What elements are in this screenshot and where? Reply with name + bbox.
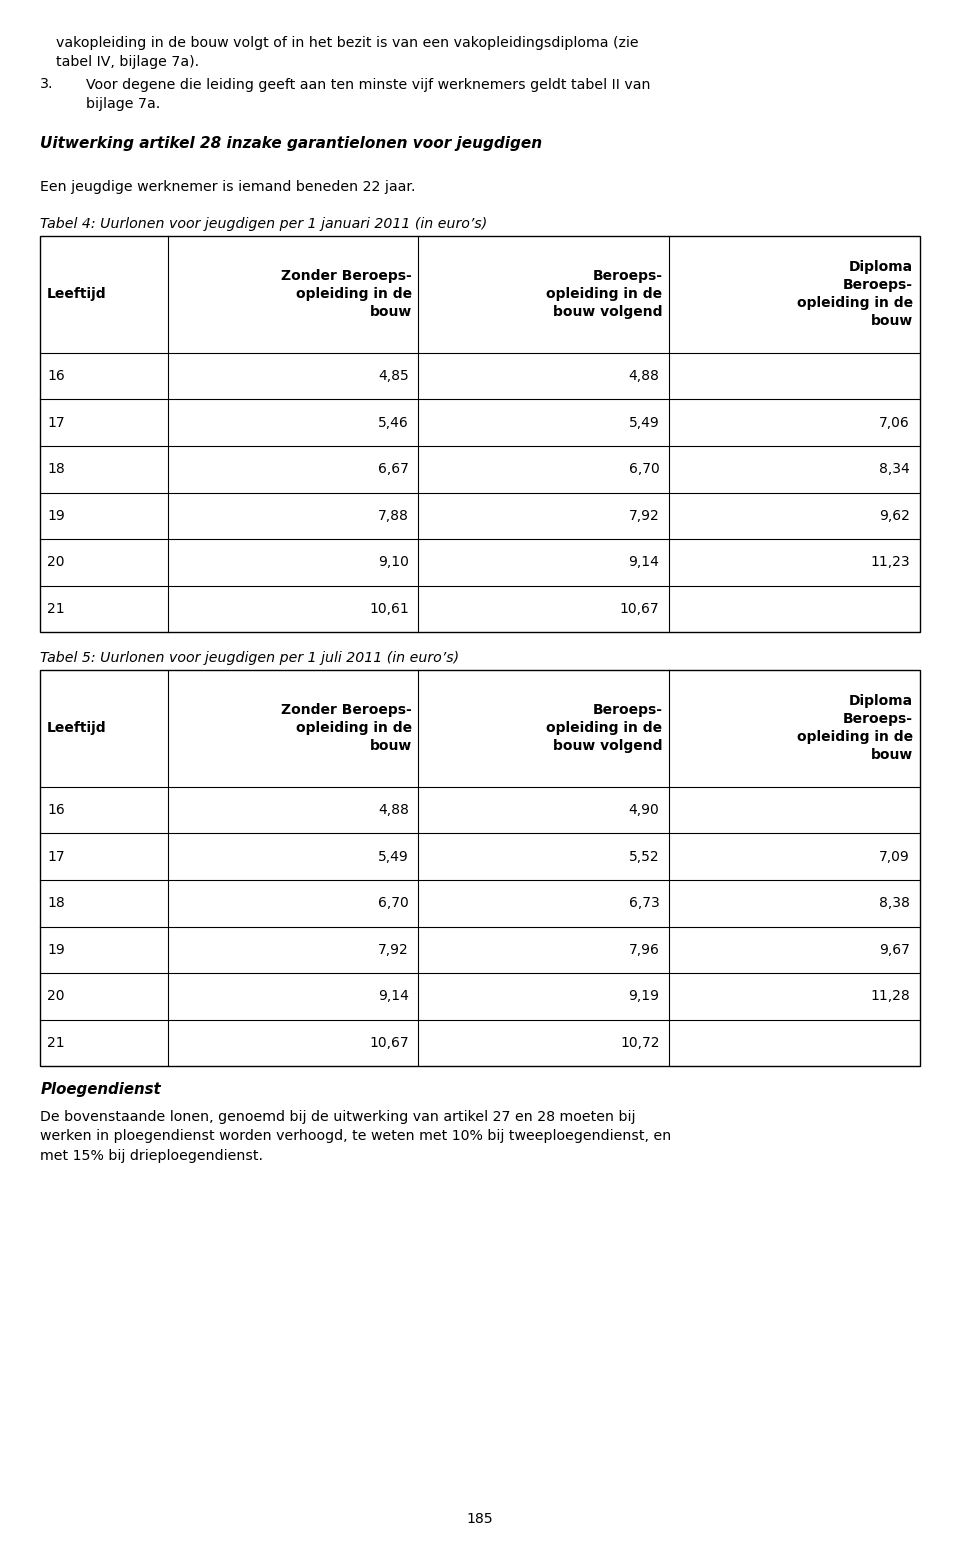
Text: 7,92: 7,92 [629,508,660,522]
Text: De bovenstaande lonen, genoemd bij de uitwerking van artikel 27 en 28 moeten bij: De bovenstaande lonen, genoemd bij de ui… [40,1110,672,1162]
Text: Diploma
Beroeps-
opleiding in de
bouw: Diploma Beroeps- opleiding in de bouw [797,694,913,763]
Text: Voor degene die leiding geeft aan ten minste vijf werknemers geldt tabel II van
: Voor degene die leiding geeft aan ten mi… [86,78,651,112]
Text: 20: 20 [47,555,64,569]
Text: 10,67: 10,67 [620,601,660,615]
Text: 9,62: 9,62 [879,508,910,522]
Text: Diploma
Beroeps-
opleiding in de
bouw: Diploma Beroeps- opleiding in de bouw [797,260,913,329]
Text: 18: 18 [47,462,64,476]
Text: 10,72: 10,72 [620,1035,660,1049]
Text: 5,52: 5,52 [629,849,660,863]
Text: 8,34: 8,34 [879,462,910,476]
Text: 11,23: 11,23 [871,555,910,569]
Text: Zonder Beroeps-
opleiding in de
bouw: Zonder Beroeps- opleiding in de bouw [281,270,412,319]
Text: 20: 20 [47,989,64,1003]
Text: Uitwerking artikel 28 inzake garantielonen voor jeugdigen: Uitwerking artikel 28 inzake garantielon… [40,136,542,152]
Bar [40,236,920,632]
Text: 9,14: 9,14 [629,555,660,569]
Text: 17: 17 [47,849,64,863]
Text: 6,70: 6,70 [378,896,409,910]
Text: Beroeps-
opleiding in de
bouw volgend: Beroeps- opleiding in de bouw volgend [546,270,662,319]
Bar [40,670,920,1066]
Text: 5,49: 5,49 [629,415,660,429]
Text: 18: 18 [47,896,64,910]
Text: 16: 16 [47,369,64,383]
Text: 7,06: 7,06 [879,415,910,429]
Text: Tabel 5: Uurlonen voor jeugdigen per 1 juli 2011 (in euro’s): Tabel 5: Uurlonen voor jeugdigen per 1 j… [40,651,460,665]
Text: 19: 19 [47,508,64,522]
Text: 10,61: 10,61 [369,601,409,615]
Text: 6,73: 6,73 [629,896,660,910]
Text: 4,90: 4,90 [629,803,660,817]
Text: 7,09: 7,09 [879,849,910,863]
Text: 4,88: 4,88 [629,369,660,383]
Text: 4,85: 4,85 [378,369,409,383]
Text: Tabel 4: Uurlonen voor jeugdigen per 1 januari 2011 (in euro’s): Tabel 4: Uurlonen voor jeugdigen per 1 j… [40,217,488,231]
Text: 7,92: 7,92 [378,942,409,956]
Text: 10,67: 10,67 [370,1035,409,1049]
Text: Leeftijd: Leeftijd [47,287,107,301]
Text: 5,46: 5,46 [378,415,409,429]
Text: vakopleiding in de bouw volgt of in het bezit is van een vakopleidingsdiploma (z: vakopleiding in de bouw volgt of in het … [56,36,638,70]
Text: Zonder Beroeps-
opleiding in de
bouw: Zonder Beroeps- opleiding in de bouw [281,704,412,753]
Text: 185: 185 [467,1511,493,1527]
Text: 9,10: 9,10 [378,555,409,569]
Text: 11,28: 11,28 [871,989,910,1003]
Text: 9,19: 9,19 [629,989,660,1003]
Text: 8,38: 8,38 [879,896,910,910]
Text: 16: 16 [47,803,64,817]
Text: 9,14: 9,14 [378,989,409,1003]
Text: 7,88: 7,88 [378,508,409,522]
Text: 9,67: 9,67 [879,942,910,956]
Text: Beroeps-
opleiding in de
bouw volgend: Beroeps- opleiding in de bouw volgend [546,704,662,753]
Text: Een jeugdige werknemer is iemand beneden 22 jaar.: Een jeugdige werknemer is iemand beneden… [40,180,416,194]
Text: 6,70: 6,70 [629,462,660,476]
Text: Ploegendienst: Ploegendienst [40,1082,161,1097]
Text: 4,88: 4,88 [378,803,409,817]
Text: Leeftijd: Leeftijd [47,721,107,735]
Text: 3.: 3. [40,78,54,91]
Text: 21: 21 [47,1035,64,1049]
Text: 19: 19 [47,942,64,956]
Text: 21: 21 [47,601,64,615]
Text: 17: 17 [47,415,64,429]
Text: 5,49: 5,49 [378,849,409,863]
Text: 6,67: 6,67 [378,462,409,476]
Text: 7,96: 7,96 [629,942,660,956]
